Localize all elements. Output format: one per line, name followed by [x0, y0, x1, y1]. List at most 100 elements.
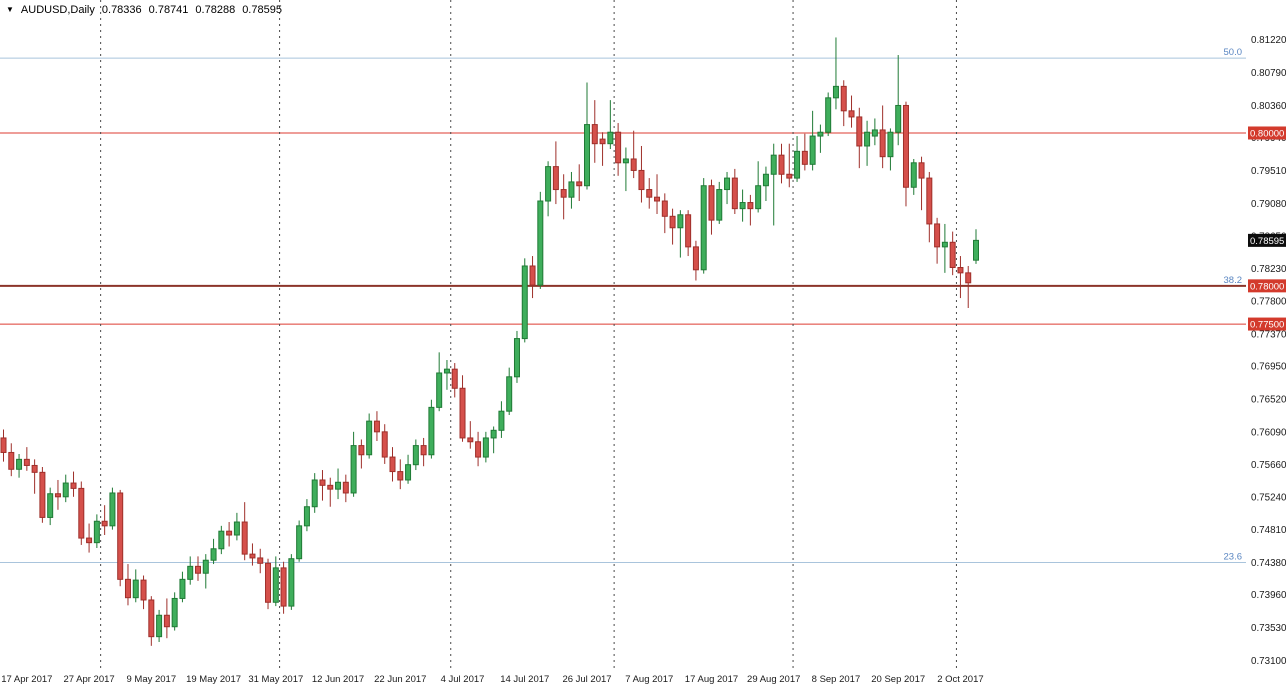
- price-axis-label: 0.78230: [1251, 264, 1286, 275]
- candle: [467, 421, 474, 449]
- candle: [475, 431, 482, 467]
- candle: [54, 479, 61, 510]
- fib-level-label: 23.6: [1224, 552, 1243, 563]
- candle: [156, 609, 163, 643]
- candle: [62, 474, 69, 503]
- date-label: 4 Jul 2017: [441, 674, 485, 685]
- date-label: 9 May 2017: [126, 674, 176, 685]
- candle: [817, 124, 824, 153]
- candle: [521, 258, 528, 343]
- date-label: 12 Jun 2017: [312, 674, 364, 685]
- candle: [513, 330, 520, 383]
- price-axis-label: 0.73960: [1251, 590, 1286, 601]
- candle: [864, 120, 871, 166]
- quote-close: 0.78595: [242, 4, 282, 16]
- candle: [957, 256, 964, 299]
- candle: [163, 598, 170, 639]
- candle: [584, 82, 590, 190]
- candle: [0, 429, 7, 462]
- candle: [708, 179, 715, 235]
- candle: [918, 156, 925, 211]
- candle: [327, 477, 334, 507]
- price-line-badge-label: 0.77500: [1250, 320, 1284, 331]
- candle: [747, 194, 754, 226]
- candle: [132, 569, 139, 603]
- candle: [568, 171, 575, 209]
- candle: [373, 411, 380, 442]
- candle: [739, 189, 746, 222]
- candle: [436, 352, 443, 412]
- candle: [941, 223, 948, 273]
- candle: [630, 130, 637, 179]
- price-axis-label: 0.75240: [1251, 492, 1286, 503]
- quote-low: 0.78288: [195, 4, 236, 16]
- candle: [661, 193, 668, 234]
- candle: [366, 413, 373, 459]
- candle: [801, 133, 808, 171]
- fib-level-label: 38.2: [1224, 275, 1243, 286]
- candle: [646, 178, 653, 209]
- candle: [591, 100, 598, 163]
- candle: [459, 375, 466, 442]
- candle: [910, 158, 917, 195]
- candle: [786, 143, 793, 188]
- candle: [545, 161, 552, 217]
- candle: [233, 512, 240, 541]
- date-label: 17 Apr 2017: [1, 674, 52, 685]
- date-label: 27 Apr 2017: [63, 674, 114, 685]
- date-label: 31 May 2017: [248, 674, 303, 685]
- candle: [840, 80, 847, 127]
- fibonacci-lines: 50.0 38.2 23.6: [0, 47, 1246, 564]
- candle: [692, 240, 699, 281]
- candle: [389, 447, 396, 482]
- candle: [280, 561, 287, 614]
- candle: [226, 522, 233, 547]
- candle: [31, 459, 38, 494]
- symbol-dropdown-icon: ▼: [6, 5, 14, 14]
- candle: [70, 471, 77, 497]
- current-price-badge-label: 0.78595: [1250, 236, 1284, 247]
- candle: [677, 210, 684, 258]
- candle: [700, 178, 707, 274]
- price-axis-label: 0.79510: [1251, 166, 1286, 177]
- candle: [109, 487, 116, 530]
- candle: [887, 128, 894, 171]
- candle: [296, 520, 303, 562]
- candle: [335, 468, 342, 500]
- price-axis-label: 0.73100: [1251, 656, 1286, 667]
- price-axis-label: 0.74380: [1251, 558, 1286, 569]
- candle: [311, 473, 318, 513]
- candle: [443, 359, 450, 390]
- candle: [358, 439, 365, 469]
- candle: [654, 174, 661, 215]
- candle: [187, 556, 194, 585]
- price-axis-label: 0.76520: [1251, 394, 1286, 405]
- candle: [926, 171, 933, 243]
- date-label: 29 Aug 2017: [747, 674, 800, 685]
- price-line-badge-label: 0.80000: [1250, 128, 1284, 139]
- date-label: 17 Aug 2017: [685, 674, 738, 685]
- candle: [195, 556, 201, 581]
- candle: [210, 538, 217, 565]
- candle: [685, 210, 692, 257]
- price-axis-label: 0.76090: [1251, 427, 1286, 438]
- candle: [778, 143, 785, 184]
- candle: [342, 474, 349, 503]
- candle: [23, 447, 30, 471]
- candle: [101, 505, 108, 536]
- candle: [599, 132, 606, 166]
- candle: [140, 575, 147, 610]
- candle: [257, 548, 264, 574]
- candle: [288, 554, 295, 610]
- candle: [576, 164, 583, 202]
- candle: [560, 174, 567, 220]
- candle: [809, 110, 816, 171]
- candle: [202, 554, 209, 589]
- candle: [506, 367, 513, 416]
- current-price-badge: [1248, 233, 1286, 247]
- candle: [350, 431, 357, 497]
- quote-high: 0.78741: [148, 4, 189, 16]
- symbol-timeframe-label: AUDUSD,Daily: [20, 4, 95, 16]
- time-axis: 17 Apr 2017 27 Apr 2017 9 May 2017 19 May 2…: [1, 674, 983, 685]
